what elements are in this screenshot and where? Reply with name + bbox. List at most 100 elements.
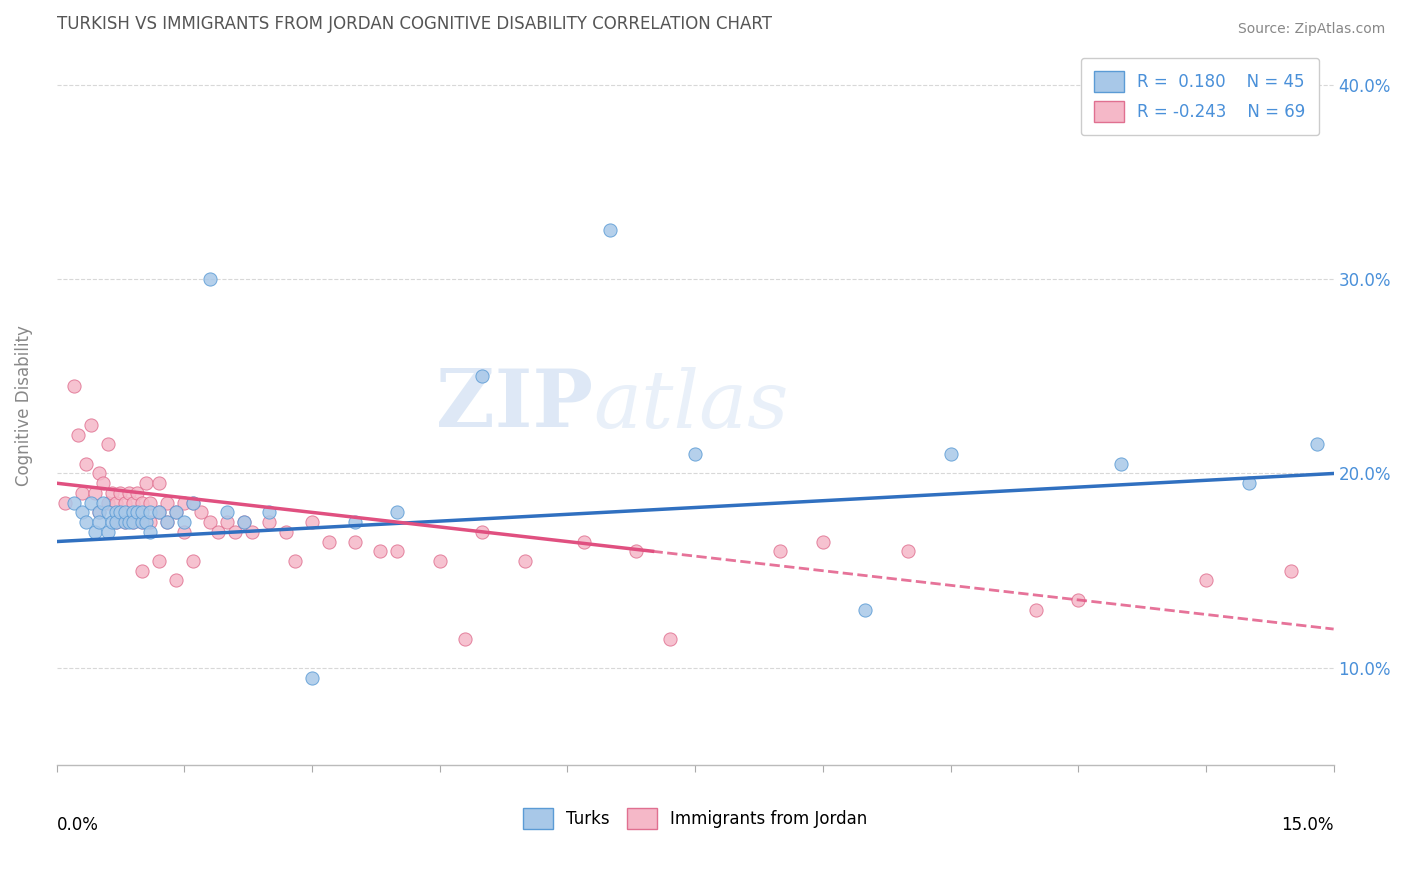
Text: ZIP: ZIP [436,367,593,444]
Point [131,496,153,510]
Point [148,554,170,568]
Point [165,505,187,519]
Point [62,379,84,393]
Point [97,496,120,510]
Point [385,505,408,519]
Point [198,272,221,286]
Point [1067,593,1090,607]
Point [190,505,212,519]
Point [232,515,254,529]
Point [127,505,149,519]
Point [259,505,281,519]
Point [122,496,145,510]
Point [181,496,204,510]
Point [70,486,93,500]
Point [148,505,170,519]
Point [215,515,238,529]
Point [173,515,195,529]
Point [173,496,195,510]
Point [855,602,877,616]
Point [385,544,408,558]
Point [89,467,111,481]
Point [343,534,366,549]
Text: 15.0%: 15.0% [1281,815,1334,833]
Point [683,447,706,461]
Y-axis label: Cognitive Disability: Cognitive Disability [15,325,32,486]
Point [97,437,120,451]
Point [118,515,141,529]
Text: TURKISH VS IMMIGRANTS FROM JORDAN COGNITIVE DISABILITY CORRELATION CHART: TURKISH VS IMMIGRANTS FROM JORDAN COGNIT… [56,15,772,33]
Point [148,476,170,491]
Point [75,457,97,471]
Point [224,524,246,539]
Point [301,515,323,529]
Point [118,486,141,500]
Point [75,515,97,529]
Point [454,632,477,646]
Point [574,534,596,549]
Point [232,515,254,529]
Point [79,496,101,510]
Point [148,505,170,519]
Point [658,632,681,646]
Text: Source: ZipAtlas.com: Source: ZipAtlas.com [1237,22,1385,37]
Point [135,476,157,491]
Point [811,534,834,549]
Point [139,505,162,519]
Point [105,505,128,519]
Point [181,496,204,510]
Point [66,427,89,442]
Point [105,515,128,529]
Point [318,534,340,549]
Point [471,524,494,539]
Point [156,515,179,529]
Point [122,515,145,529]
Point [93,476,115,491]
Point [131,515,153,529]
Point [343,515,366,529]
Point [471,369,494,384]
Point [173,524,195,539]
Point [135,515,157,529]
Point [110,505,132,519]
Point [89,515,111,529]
Point [1025,602,1047,616]
Point [207,524,229,539]
Point [122,515,145,529]
Point [127,486,149,500]
Point [105,515,128,529]
Point [97,524,120,539]
Point [139,524,162,539]
Point [114,515,136,529]
Legend: Turks, Immigrants from Jordan: Turks, Immigrants from Jordan [516,801,875,836]
Point [79,417,101,432]
Point [139,496,162,510]
Point [301,671,323,685]
Point [122,505,145,519]
Point [105,496,128,510]
Point [1305,437,1327,451]
Point [114,496,136,510]
Point [242,524,264,539]
Point [93,496,115,510]
Point [1340,612,1362,626]
Point [101,486,124,500]
Point [97,505,120,519]
Point [215,505,238,519]
Point [368,544,391,558]
Text: atlas: atlas [593,367,789,444]
Point [1279,564,1302,578]
Point [1109,457,1132,471]
Point [101,515,124,529]
Point [1237,476,1260,491]
Point [769,544,792,558]
Point [89,505,111,519]
Point [110,486,132,500]
Point [1195,574,1218,588]
Point [429,554,451,568]
Point [139,515,162,529]
Point [156,515,179,529]
Point [624,544,647,558]
Point [165,505,187,519]
Point [114,505,136,519]
